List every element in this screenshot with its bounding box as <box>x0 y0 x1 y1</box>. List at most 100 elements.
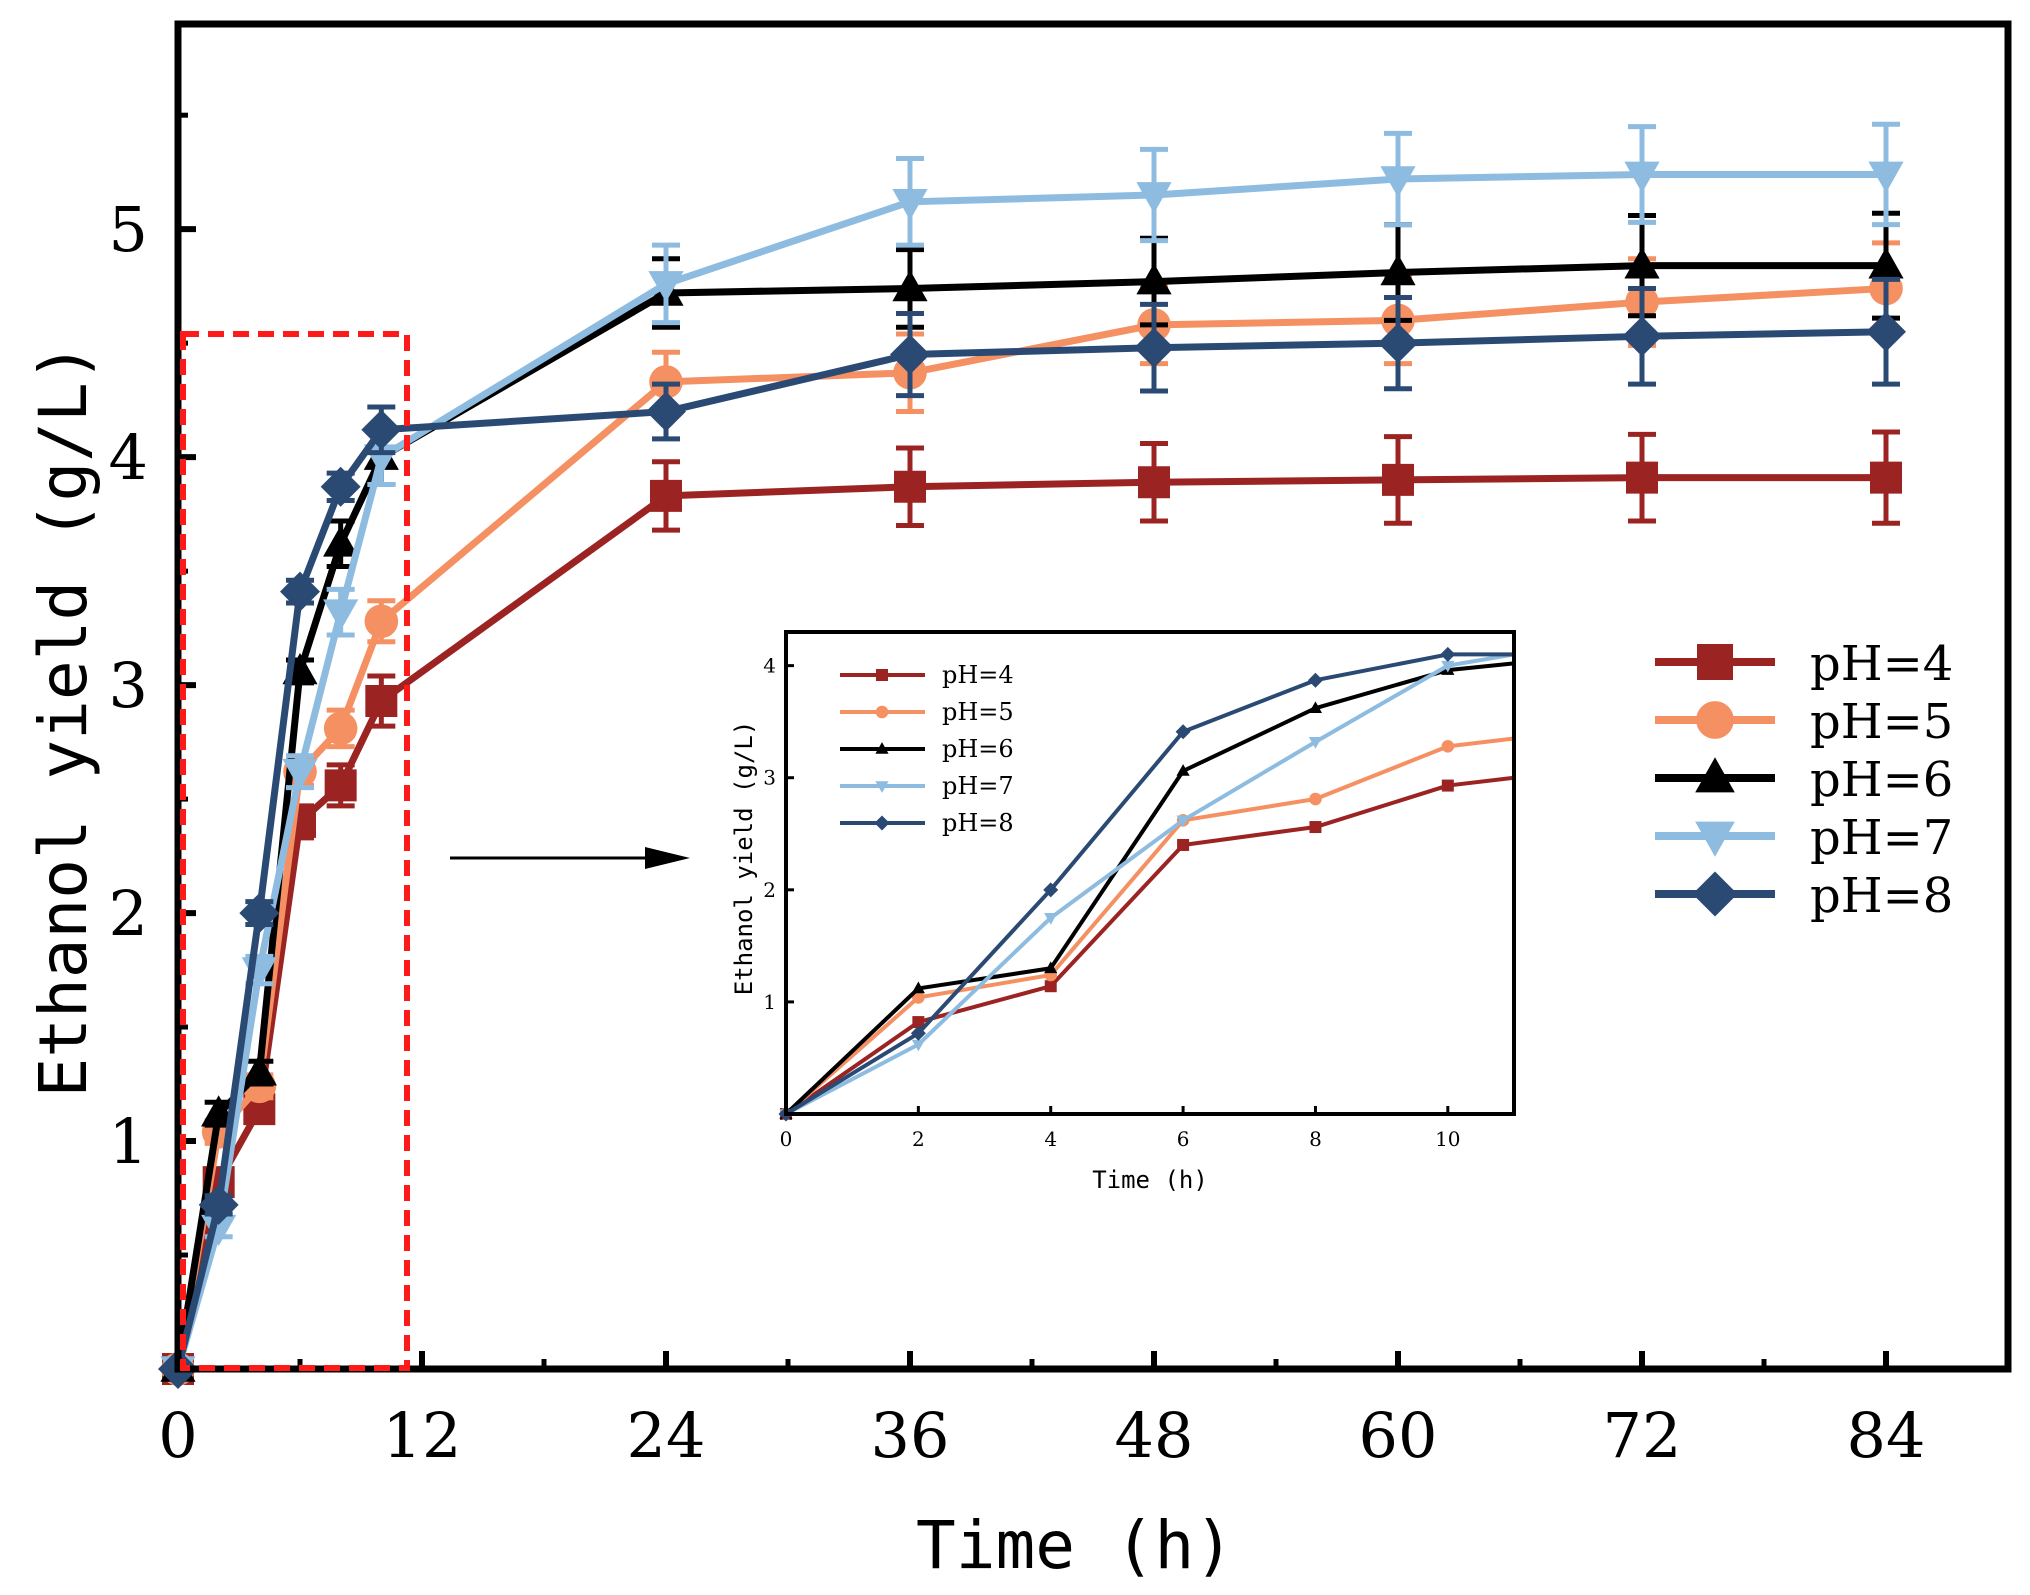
data-point <box>198 1184 239 1225</box>
data-point <box>894 470 926 503</box>
inset-data-point <box>1044 913 1058 925</box>
inset-y-axis-label: Ethanol yield (g/L) <box>730 721 758 996</box>
main-x-tick-label: 0 <box>158 1399 197 1472</box>
inset-data-point <box>1043 882 1059 898</box>
main-x-tick-label: 12 <box>383 1399 462 1472</box>
inset-y-tick-label: 2 <box>763 878 776 902</box>
data-point <box>648 271 684 303</box>
main-x-tick-label: 36 <box>871 1399 950 1472</box>
data-point <box>646 391 686 432</box>
series-pH=7 <box>160 121 1904 1388</box>
data-point <box>364 604 399 639</box>
inset-data-point <box>1176 764 1190 776</box>
inset-legend-label-pH=4: pH=4 <box>942 661 1014 689</box>
inset-x-axis-label: Time (h) <box>1092 1166 1208 1194</box>
main-y-axis-label: Ethanol yield (g/L) <box>25 343 102 1098</box>
inset-data-point <box>911 1039 925 1052</box>
inset-x-tick-label: 2 <box>912 1127 925 1151</box>
data-point <box>365 685 398 718</box>
legend-marker-pH=6 <box>1695 757 1735 793</box>
series-line-pH=7 <box>174 170 1886 1370</box>
data-point <box>1624 161 1660 193</box>
inset-x-tick-label: 8 <box>1309 1127 1322 1151</box>
data-point <box>323 599 359 631</box>
main-y-tick-label: 4 <box>109 421 148 494</box>
inset-y-tick-label: 4 <box>763 654 776 678</box>
inset-legend: pH=4 pH=5 pH=6 pH=7 pH=8 <box>840 661 1014 837</box>
legend-label-pH=6: pH=6 <box>1810 752 1953 808</box>
data-point <box>280 571 320 612</box>
inset-legend-marker-pH=6 <box>875 742 889 754</box>
main-x-tick-label: 48 <box>1115 1399 1194 1472</box>
data-point <box>241 1054 277 1086</box>
inset-data-point <box>1308 737 1323 749</box>
inset-data-point <box>1044 961 1058 974</box>
main-y-tick-label: 2 <box>109 877 148 950</box>
data-point <box>320 466 361 507</box>
legend-marker-pH=4 <box>1697 644 1733 680</box>
main-series-layer <box>158 121 1906 1389</box>
main-y-tick-label: 3 <box>109 649 148 722</box>
inset-data-point <box>1307 672 1323 688</box>
inset-series-layer <box>778 646 1515 1122</box>
data-point <box>1382 463 1414 496</box>
inset-data-point <box>912 1016 925 1029</box>
inset-legend-marker-pH=4 <box>876 669 888 681</box>
inset-data-point <box>1177 838 1190 851</box>
data-point <box>650 479 682 512</box>
data-point <box>1380 254 1416 286</box>
inset-data-point <box>912 991 925 1004</box>
data-point <box>323 525 359 557</box>
inset-x-tick-label: 10 <box>1435 1127 1460 1151</box>
inset-x-tick-label: 4 <box>1044 1127 1057 1151</box>
inset-pointer-arrow <box>450 847 690 869</box>
data-point <box>1870 461 1902 494</box>
data-point <box>1138 466 1170 499</box>
main-x-axis-label: Time (h) <box>916 1507 1234 1584</box>
legend-marker-pH=5 <box>1696 701 1734 739</box>
data-point <box>1378 323 1418 364</box>
inset-data-point <box>911 981 925 994</box>
main-y-tick-label: 1 <box>109 1105 148 1178</box>
inset-legend-label-pH=7: pH=7 <box>942 772 1014 800</box>
legend-marker-pH=7 <box>1695 821 1735 857</box>
inset-data-point <box>1441 660 1455 673</box>
inset-data-point <box>1441 740 1455 753</box>
inset-data-point <box>910 1025 926 1041</box>
main-x-tick-label: 24 <box>627 1399 706 1472</box>
data-point <box>1380 166 1416 198</box>
series-pH=8 <box>158 276 1906 1389</box>
inset-data-point <box>1309 821 1322 834</box>
legend-label-pH=4: pH=4 <box>1810 636 1953 692</box>
inset-x-tick-label: 6 <box>1177 1127 1190 1151</box>
data-point <box>1622 316 1662 357</box>
data-point <box>201 1214 237 1247</box>
data-point <box>239 893 280 934</box>
inset-x-tick-label: 0 <box>780 1127 793 1151</box>
data-point <box>324 769 357 802</box>
inset-legend-marker-pH=7 <box>875 781 889 793</box>
inset-data-point <box>1044 980 1057 993</box>
data-point <box>1624 247 1660 279</box>
inset-data-point <box>1440 646 1456 662</box>
data-point <box>1134 327 1174 368</box>
inset-series-pH=4 <box>780 775 1515 1120</box>
inset-background <box>786 632 1514 1114</box>
main-legend: pH=4pH=5pH=6pH=7pH=8 <box>1655 636 1953 924</box>
main-plot-frame <box>174 20 2012 1373</box>
data-point <box>1868 247 1904 279</box>
inset-data-point <box>1175 724 1191 740</box>
data-point <box>323 711 358 746</box>
main-y-tick-label: 5 <box>109 193 148 266</box>
main-x-tick-label: 72 <box>1603 1399 1682 1472</box>
main-x-tick-label: 84 <box>1847 1399 1926 1472</box>
series-line-pH=8 <box>174 328 1887 1370</box>
data-point <box>1626 461 1658 494</box>
inset-plot-frame <box>784 630 1516 1116</box>
inset-data-point <box>1308 701 1323 714</box>
